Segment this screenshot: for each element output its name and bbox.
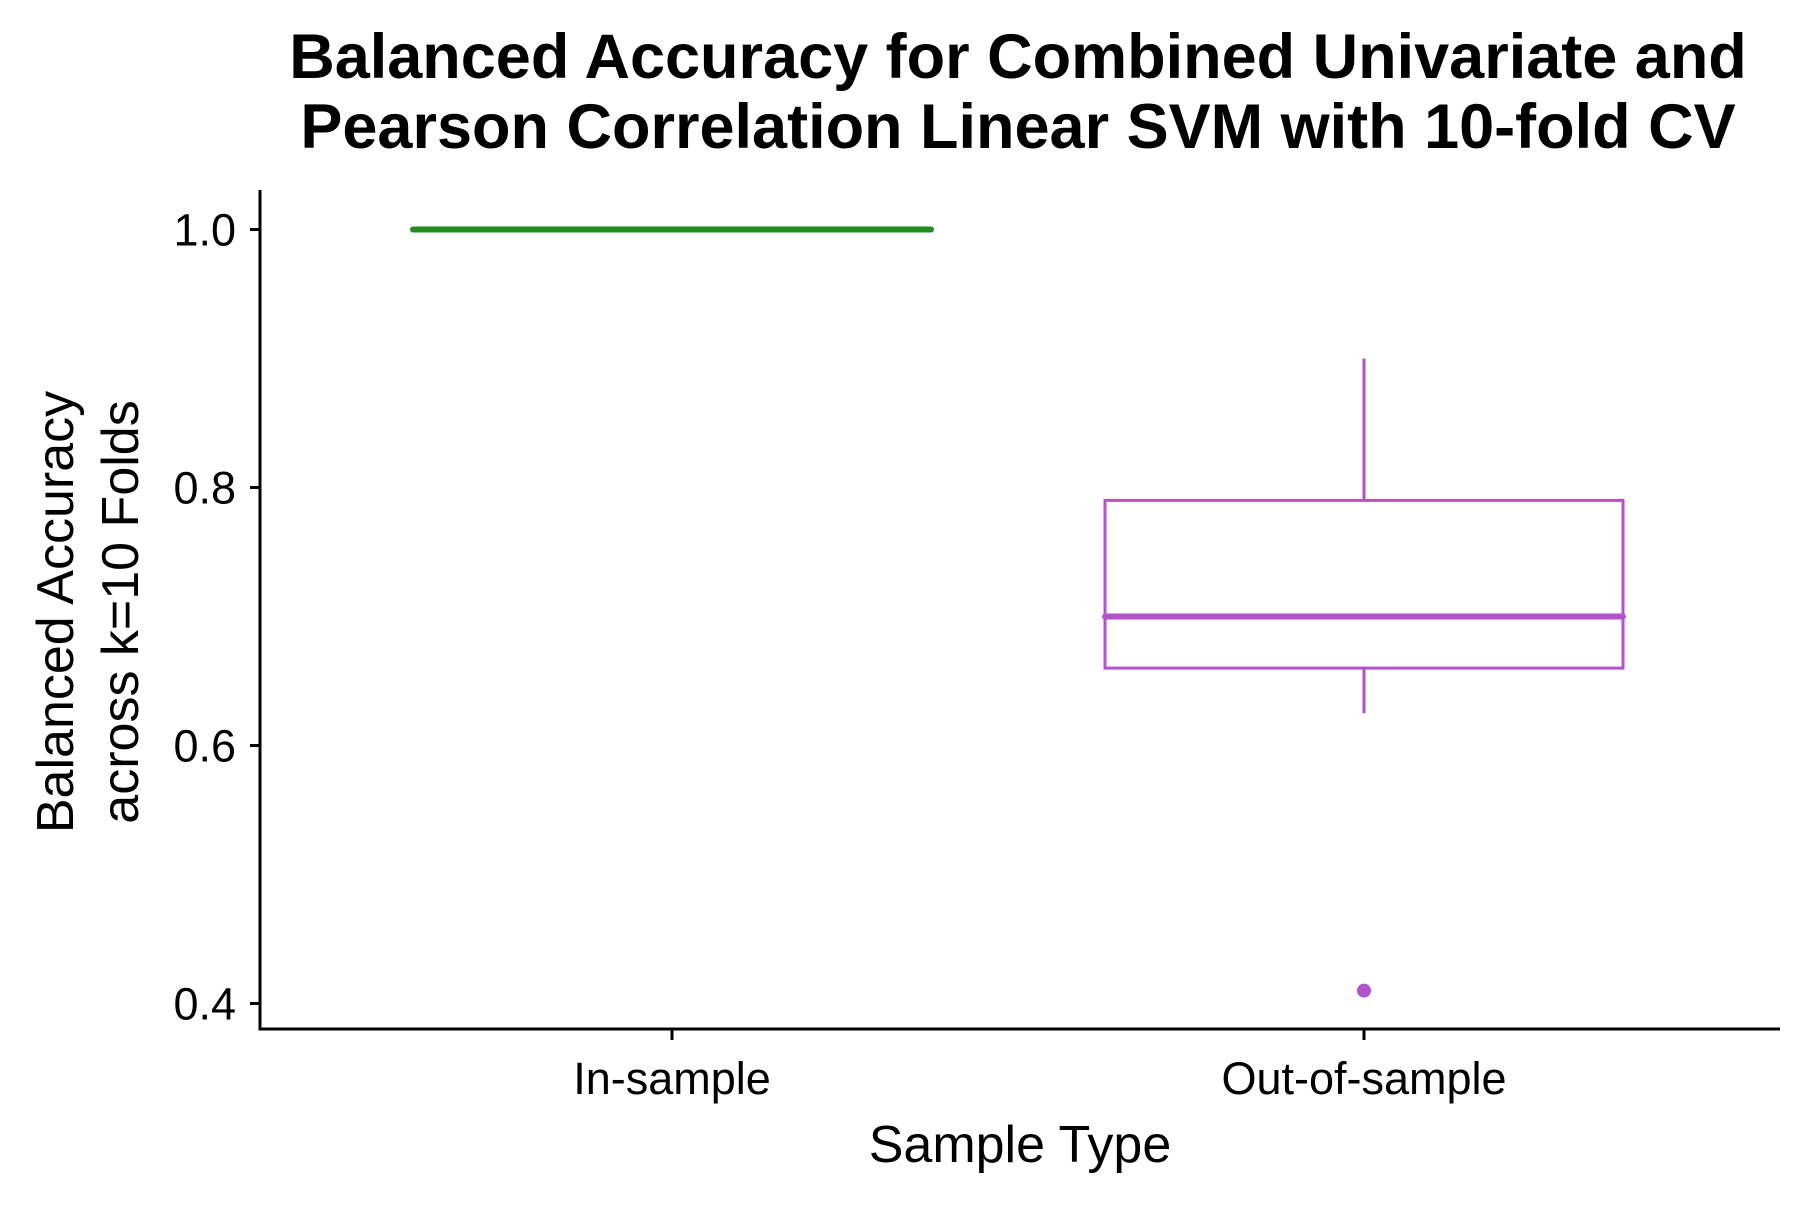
- y-axis-title-line-2: across k=10 Folds: [92, 400, 150, 823]
- box-out-of-sample: [1102, 358, 1626, 998]
- x-tick-label: In-sample: [573, 1053, 771, 1104]
- x-tick-label: Out-of-sample: [1221, 1053, 1506, 1104]
- chart-title-line-1: Balanced Accuracy for Combined Univariat…: [289, 22, 1747, 92]
- plot-area: [410, 226, 1626, 998]
- y-axis-title-line-1: Balanced Accuracy: [27, 391, 85, 833]
- y-tick-label: 1.0: [173, 205, 236, 256]
- chart-title-line-2: Pearson Correlation Linear SVM with 10-f…: [300, 92, 1735, 162]
- x-axis-title: Sample Type: [869, 1116, 1172, 1174]
- box-iqr: [1103, 498, 1625, 670]
- outlier-point: [1357, 983, 1371, 998]
- y-tick-label: 0.8: [173, 463, 236, 514]
- y-tick-label: 0.4: [173, 979, 236, 1030]
- y-axis-title: Balanced Accuracy across k=10 Folds: [27, 391, 150, 833]
- axes: 0.4 0.6 0.8 1.0 In-sample Out-of-sample: [173, 190, 1780, 1104]
- y-tick-label: 0.6: [173, 721, 236, 772]
